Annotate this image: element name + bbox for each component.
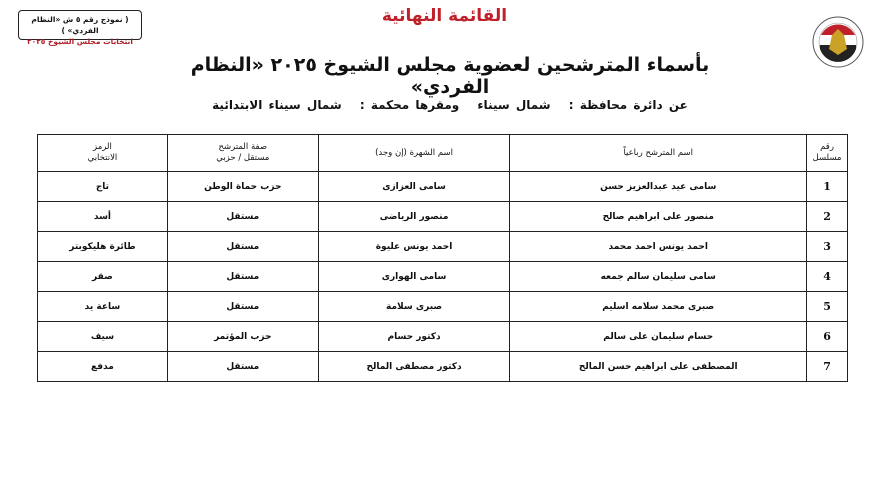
header-serial: رقم مسلسل — [806, 134, 848, 172]
status-cell: مستقل — [166, 351, 319, 382]
serial-cell: 2 — [806, 201, 848, 232]
final-list-title: القائمة النهائية — [381, 6, 508, 26]
court-value: شمال سيناء الابتدائية — [212, 98, 342, 112]
candidate-name-cell: سامى سليمان سالم جمعه — [509, 261, 808, 292]
serial-cell: 6 — [806, 321, 848, 352]
serial-cell: 5 — [806, 291, 848, 322]
serial-cell: 4 — [806, 261, 848, 292]
table-row: 1 سامى عيد عبدالعزيز حسن سامى العزازى حزب ح… — [37, 171, 848, 202]
governorate-value: شمال سيناء — [477, 98, 551, 112]
nickname-cell: صبرى سلامة — [317, 291, 511, 322]
symbol-cell: مدفع — [37, 351, 168, 382]
candidate-name-cell: منصور على ابراهيم صالح — [509, 201, 808, 232]
candidate-name-cell: صبرى محمد سلامه اسليم — [509, 291, 808, 322]
nickname-cell: احمد يونس عليوة — [317, 231, 511, 262]
symbol-cell: تاج — [37, 171, 168, 202]
table-row: 3 احمد يونس احمد محمد احمد يونس عليوة مستقل… — [37, 231, 848, 262]
header-nickname: اسم الشهرة (إن وجد) — [317, 134, 511, 172]
nickname-cell: منصور الرياضى — [317, 201, 511, 232]
form-number-text: ( نموذج رقم ٥ ش «النظام الفردي» ) — [31, 15, 129, 35]
table-row: 5 صبرى محمد سلامه اسليم صبرى سلامة مستقل ساع… — [37, 291, 848, 322]
serial-cell: 1 — [806, 171, 848, 202]
header-name: اسم المترشح رباعياً — [509, 134, 808, 172]
nickname-cell: سامى العزازى — [317, 171, 511, 202]
header-status: صفة المترشح مستقل / حزبي — [166, 134, 319, 172]
serial-cell: 7 — [806, 351, 848, 382]
symbol-cell: صقر — [37, 261, 168, 292]
candidate-name-cell: سامى عيد عبدالعزيز حسن — [509, 171, 808, 202]
status-cell: مستقل — [166, 201, 319, 232]
form-number-box: ( نموذج رقم ٥ ش «النظام الفردي» ) انتخاب… — [18, 10, 142, 46]
serial-cell: 3 — [806, 231, 848, 262]
national-election-authority-logo — [812, 16, 864, 68]
status-cell: حزب المؤتمر — [166, 321, 319, 352]
status-cell: مستقل — [166, 261, 319, 292]
document-title: بأسماء المترشحين لعضوية مجلس الشيوخ ٢٠٢٥… — [190, 54, 710, 98]
nickname-cell: دكتور مصطفى المالح — [317, 351, 511, 382]
table-row: 6 حسام سليمان على سالم دكتور حسام حزب المؤت… — [37, 321, 848, 352]
symbol-cell: طائرة هليكوبتر — [37, 231, 168, 262]
symbol-cell: ساعة يد — [37, 291, 168, 322]
table-row: 7 المصطفى على ابراهيم حسن المالح دكتور مصط… — [37, 351, 848, 382]
symbol-cell: سيف — [37, 321, 168, 352]
status-cell: حزب حماة الوطن — [166, 171, 319, 202]
nickname-cell: دكتور حسام — [317, 321, 511, 352]
table-header-row: رقم مسلسل اسم المترشح رباعياً اسم الشهرة … — [37, 134, 848, 172]
nickname-cell: سامى الهوارى — [317, 261, 511, 292]
candidate-name-cell: المصطفى على ابراهيم حسن المالح — [509, 351, 808, 382]
court-label: ومقرها محكمة : — [359, 98, 460, 112]
district-info: عن دائرة محافظة : شمال سيناء ومقرها محكم… — [150, 98, 750, 112]
candidate-name-cell: حسام سليمان على سالم — [509, 321, 808, 352]
governorate-label: عن دائرة محافظة : — [568, 98, 688, 112]
candidates-table: رقم مسلسل اسم المترشح رباعياً اسم الشهرة … — [37, 134, 848, 382]
header-symbol: الرمز الانتخابي — [37, 134, 168, 172]
table-row: 4 سامى سليمان سالم جمعه سامى الهوارى مستقل ص… — [37, 261, 848, 292]
status-cell: مستقل — [166, 291, 319, 322]
status-cell: مستقل — [166, 231, 319, 262]
table-row: 2 منصور على ابراهيم صالح منصور الرياضى مستق… — [37, 201, 848, 232]
candidate-name-cell: احمد يونس احمد محمد — [509, 231, 808, 262]
symbol-cell: أسد — [37, 201, 168, 232]
election-name-text: انتخابات مجلس الشيوخ ٢٠٢٥ — [27, 37, 133, 46]
